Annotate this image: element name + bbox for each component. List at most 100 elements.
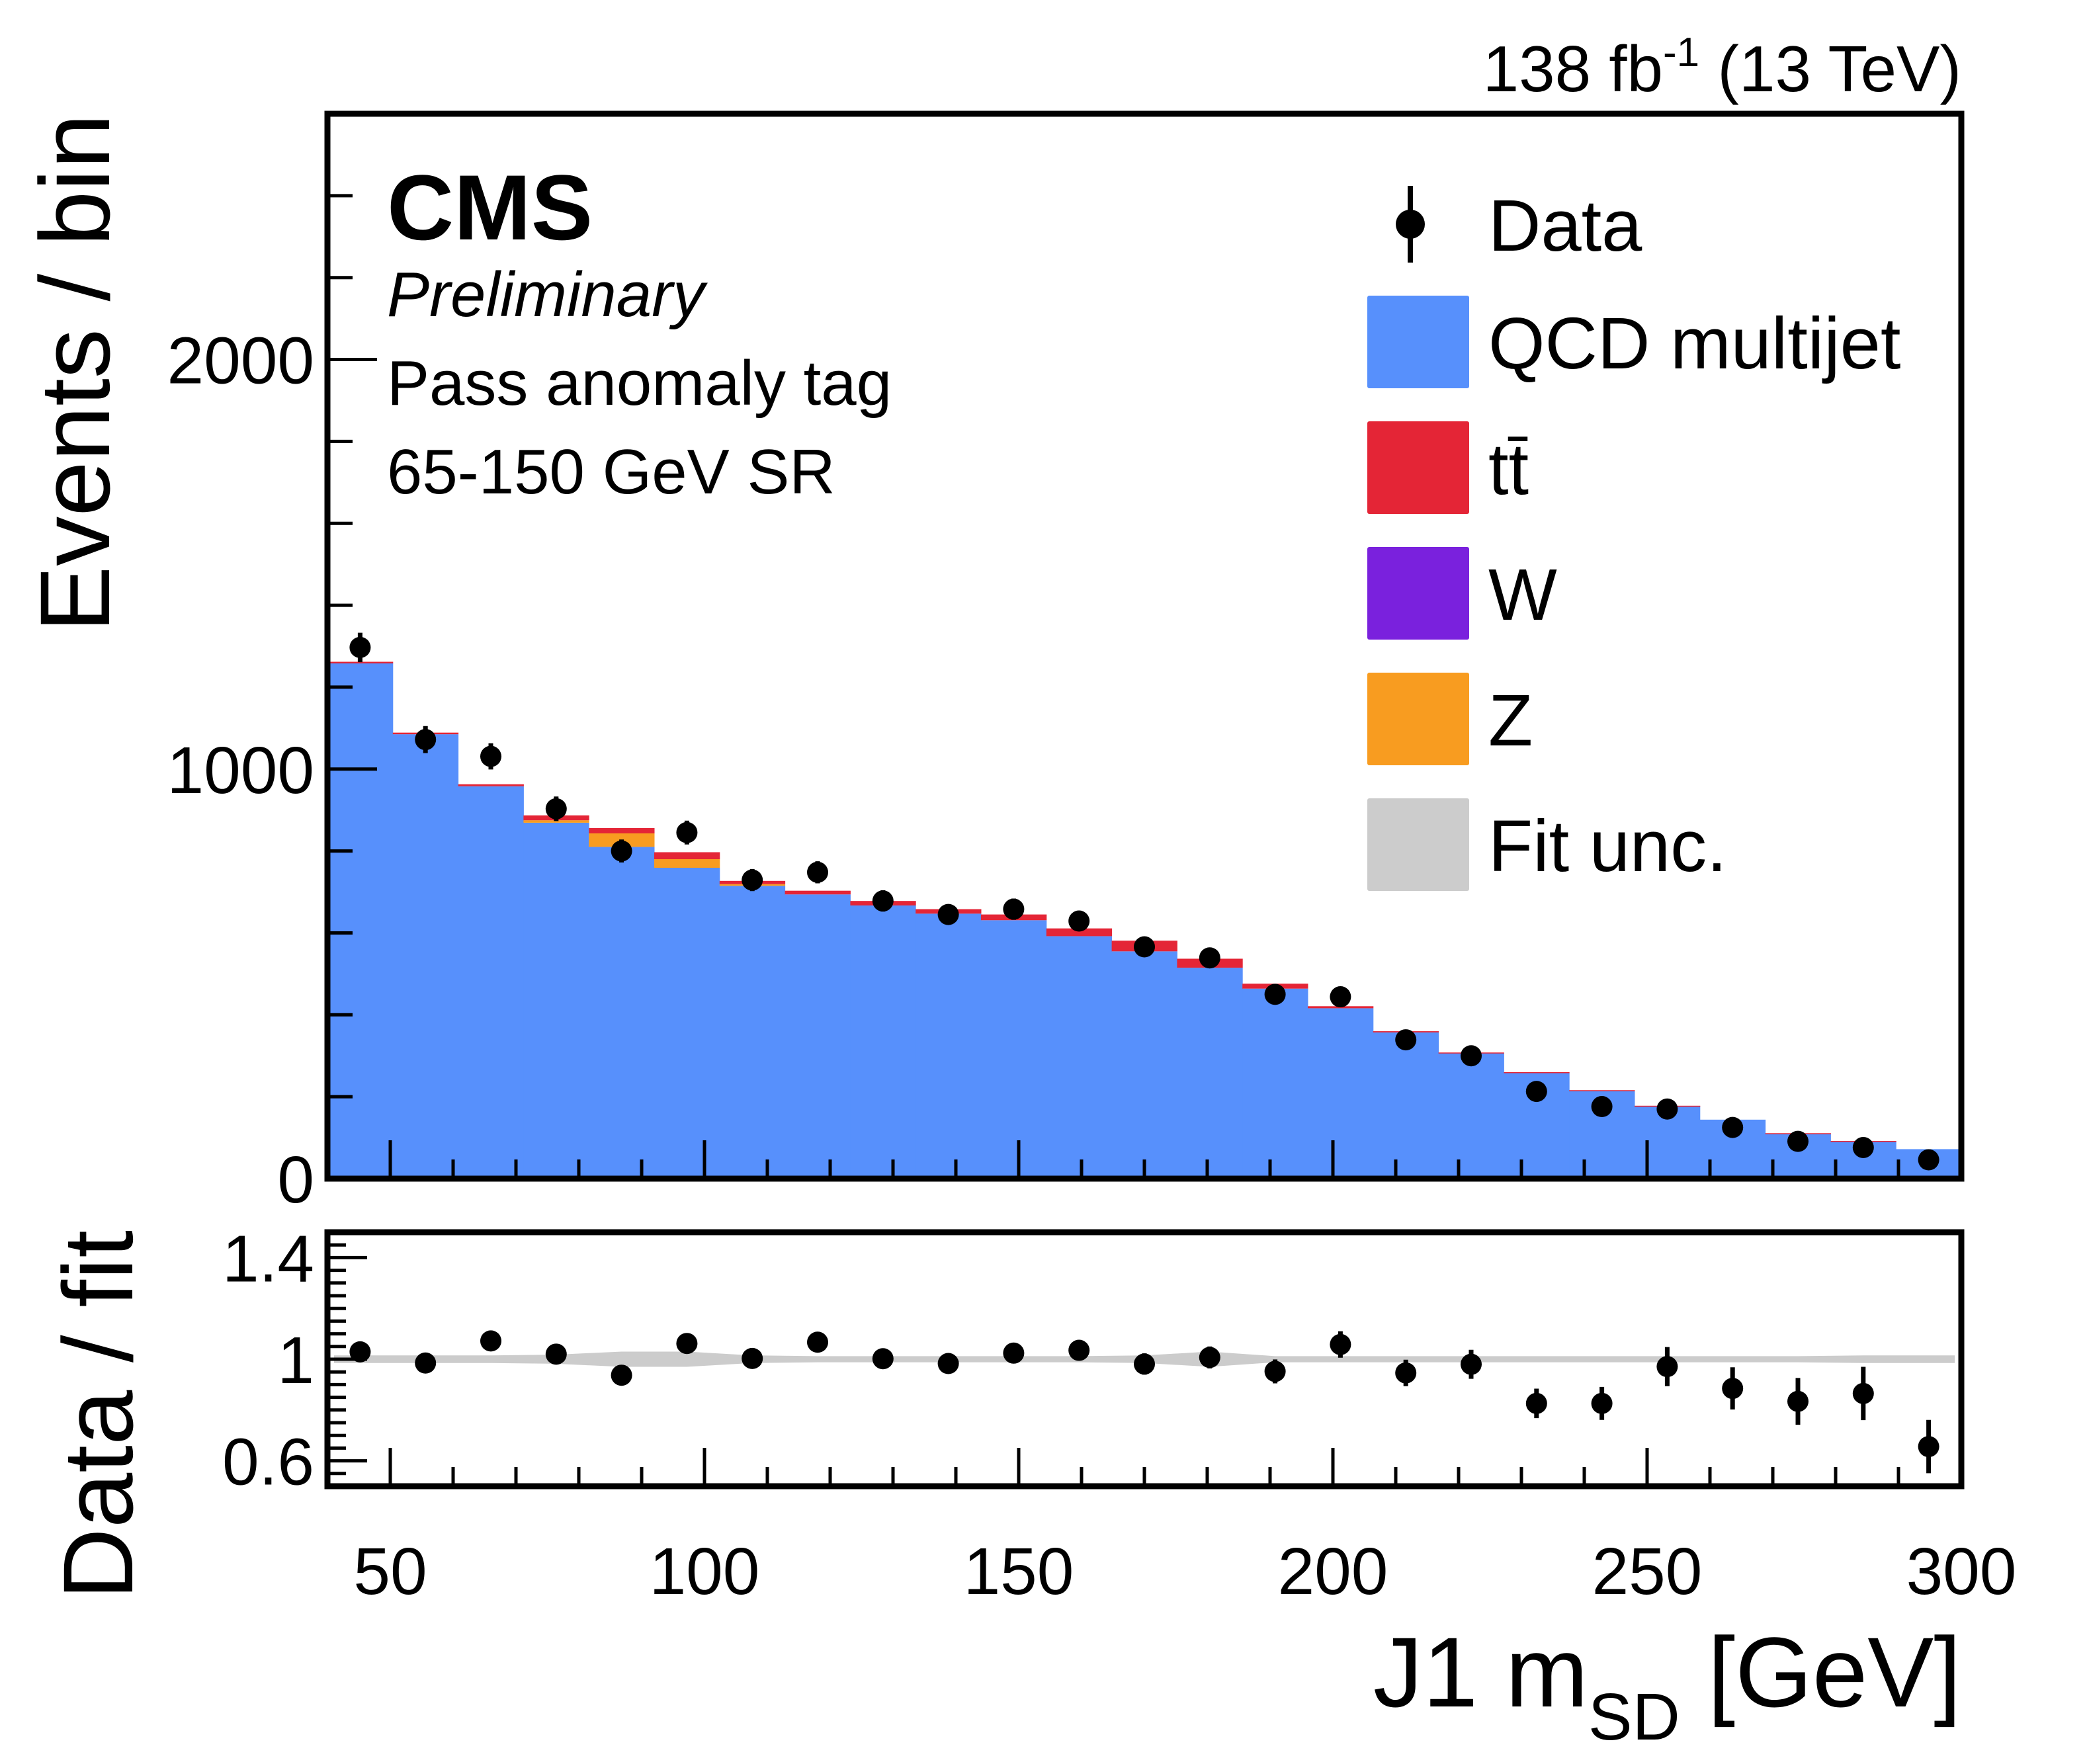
legend: Data QCD multijet tt̄ WZ Fit unc. <box>1367 185 1900 891</box>
annotation-region: 65-150 GeV SR <box>387 437 835 507</box>
bar-qcdmultijet-bin-3 <box>458 786 524 1179</box>
main-plot-frame <box>324 110 1965 1182</box>
legend-item-fitunc: Fit unc. <box>1367 798 1727 891</box>
y-axis-title: Events / bin <box>19 114 130 632</box>
legend-data-marker-icon <box>1396 210 1425 239</box>
bar-qcdmultijet-bin-12 <box>1046 936 1113 1179</box>
ratio-y-tick-label: 1 <box>277 1323 314 1398</box>
data-point <box>937 903 959 925</box>
bar-qcdmultijet-bin-6 <box>654 868 720 1179</box>
ratio-point <box>742 1347 763 1369</box>
ratio-point <box>1918 1436 1939 1458</box>
data-point <box>807 861 828 883</box>
bar-qcdmultijet-bin-18 <box>1438 1053 1504 1179</box>
data-points <box>349 632 1939 1171</box>
data-point <box>1787 1130 1809 1152</box>
bar-tt-bin-1 <box>327 661 394 664</box>
bar-tt-bin-12 <box>1046 928 1113 937</box>
bar-qcdmultijet-bin-13 <box>1111 951 1177 1179</box>
data-point <box>415 729 437 751</box>
ratio-point <box>1264 1361 1286 1382</box>
legend-label: W <box>1488 554 1557 636</box>
data-point <box>1330 986 1351 1008</box>
legend-item-qcdmultijet: QCD multijet <box>1367 296 1900 388</box>
ratio-point <box>1656 1356 1678 1378</box>
ratio-point <box>1395 1362 1417 1384</box>
data-point <box>1264 984 1286 1005</box>
data-point <box>1722 1116 1744 1138</box>
bar-z-bin-6 <box>654 859 720 868</box>
x-tick-label: 300 <box>1906 1534 2017 1609</box>
ratio-point <box>415 1352 437 1374</box>
x-tick-label: 150 <box>964 1534 1074 1609</box>
data-point <box>1852 1136 1874 1158</box>
ratio-point <box>872 1348 894 1370</box>
data-point <box>1656 1098 1678 1120</box>
ratio-point <box>1199 1347 1220 1368</box>
data-point <box>1199 947 1220 969</box>
ratio-point <box>1787 1390 1809 1412</box>
y-tick-label: 2000 <box>167 324 314 398</box>
ratio-y-axis-title: Data / fit <box>42 1230 153 1600</box>
bar-qcdmultijet-bin-2 <box>392 734 459 1179</box>
x-tick-label: 200 <box>1278 1534 1388 1609</box>
legend-label: QCD multijet <box>1488 303 1900 384</box>
bar-qcdmultijet-bin-8 <box>785 894 851 1179</box>
data-point <box>480 745 501 767</box>
legend-swatch-icon <box>1367 798 1469 891</box>
ratio-point <box>1003 1342 1025 1364</box>
lumi-label: 138 fb-1 (13 TeV) <box>1483 30 1961 105</box>
data-point <box>1003 898 1025 920</box>
x-tick-label: 50 <box>353 1534 427 1609</box>
ratio-point <box>349 1341 371 1363</box>
bar-tt-bin-6 <box>654 852 720 859</box>
legend-swatch-icon <box>1367 296 1469 388</box>
ratio-point <box>480 1330 501 1352</box>
bar-qcdmultijet-bin-14 <box>1177 968 1243 1179</box>
legend-swatch-icon <box>1367 421 1469 514</box>
x-tick-label: 100 <box>650 1534 760 1609</box>
ratio-plot-frame <box>324 1229 1965 1490</box>
data-point <box>676 821 698 843</box>
bar-tt-bin-3 <box>458 784 524 786</box>
legend-swatch-icon <box>1367 547 1469 640</box>
y-tick-label: 1000 <box>167 734 314 808</box>
data-point <box>545 798 567 819</box>
data-point <box>1395 1029 1417 1051</box>
ratio-point <box>545 1343 567 1365</box>
ratio-point <box>1068 1339 1090 1361</box>
bar-qcdmultijet-bin-11 <box>981 920 1047 1179</box>
legend-item-w: W <box>1367 547 1557 640</box>
x-axis-title: J1 mSD [GeV] <box>1373 1617 1961 1754</box>
ratio-y-tick-label: 1.4 <box>222 1222 314 1296</box>
bar-qcdmultijet-bin-7 <box>719 886 786 1179</box>
bar-tt-bin-5 <box>589 827 655 833</box>
ratio-point <box>1852 1382 1874 1404</box>
ratio-y-tick-label: 0.6 <box>222 1425 314 1499</box>
status-label: Preliminary <box>387 259 708 330</box>
legend-item-tt: tt̄ <box>1367 421 1529 514</box>
ratio-point <box>937 1353 959 1374</box>
bar-qcdmultijet-bin-1 <box>327 663 394 1179</box>
legend-item-z: Z <box>1367 673 1533 765</box>
legend-item-data: Data <box>1396 185 1642 267</box>
ratio-point <box>1461 1353 1482 1375</box>
bar-qcdmultijet-bin-17 <box>1373 1032 1439 1179</box>
stacked-histogram <box>327 661 1962 1179</box>
data-point <box>349 636 371 658</box>
legend-label: Fit unc. <box>1488 806 1727 887</box>
legend-label: Z <box>1488 680 1533 761</box>
data-point <box>872 890 894 912</box>
bar-qcdmultijet-bin-4 <box>523 822 589 1179</box>
data-point <box>1591 1096 1613 1118</box>
bar-qcdmultijet-bin-16 <box>1308 1008 1374 1179</box>
annotation-selection: Pass anomaly tag <box>387 348 892 419</box>
data-point <box>742 869 763 891</box>
legend-label: tt̄ <box>1488 429 1529 510</box>
legend-swatch-icon <box>1367 673 1469 765</box>
ratio-point <box>1330 1333 1351 1355</box>
data-point <box>1068 910 1090 932</box>
bar-qcdmultijet-bin-5 <box>589 847 655 1179</box>
ratio-points <box>349 1330 1939 1474</box>
